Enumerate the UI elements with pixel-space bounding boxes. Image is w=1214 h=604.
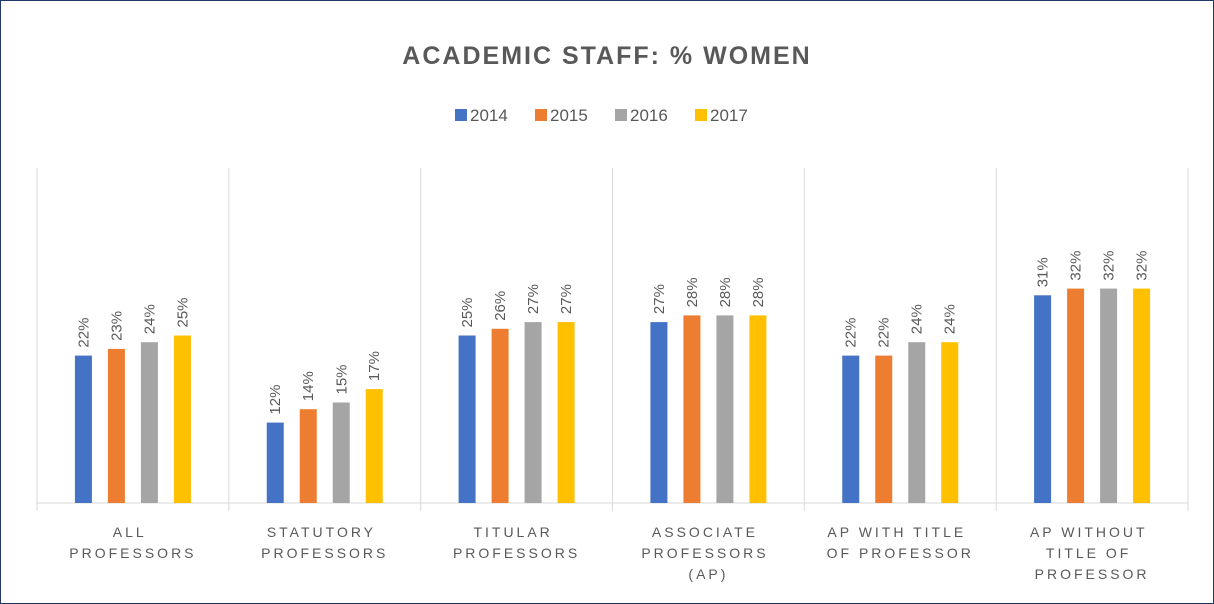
legend-swatch [695, 109, 707, 121]
legend-swatch [535, 109, 547, 121]
x-tick-label: ALL PROFESSORS [69, 524, 196, 561]
bar [458, 335, 476, 503]
bar [524, 322, 542, 503]
legend-label: 2017 [710, 106, 748, 125]
bar [908, 342, 926, 503]
bar [74, 355, 92, 503]
bar [842, 355, 860, 503]
value-label: 24% [942, 304, 959, 334]
legend-swatch [615, 109, 627, 121]
bar [716, 315, 734, 503]
value-label: 25% [174, 297, 191, 327]
x-tick-label: ASSOCIATE PROFESSORS (AP) [641, 524, 775, 582]
bar [557, 322, 575, 503]
bar [332, 402, 350, 503]
bar [1067, 288, 1085, 503]
value-label: 26% [492, 291, 509, 321]
value-label: 32% [1101, 251, 1118, 281]
value-label: 31% [1035, 257, 1052, 287]
bar [1133, 288, 1151, 503]
x-tick-label: TITULAR PROFESSORS [453, 524, 580, 561]
value-label: 32% [1068, 251, 1085, 281]
bar [107, 348, 125, 503]
value-label: 28% [717, 277, 734, 307]
legend-swatch [455, 109, 467, 121]
bar [650, 322, 668, 503]
value-label: 27% [558, 284, 575, 314]
bar [875, 355, 893, 503]
bar [1034, 295, 1052, 503]
value-label: 27% [651, 284, 668, 314]
bar [299, 409, 317, 503]
value-label: 22% [876, 318, 893, 348]
legend-label: 2015 [550, 106, 588, 125]
value-label: 28% [684, 277, 701, 307]
bar [683, 315, 701, 503]
value-label: 12% [267, 385, 284, 415]
bar [941, 342, 959, 503]
value-label: 24% [909, 304, 926, 334]
chart-title: ACADEMIC STAFF: % WOMEN [402, 42, 811, 70]
bar [749, 315, 767, 503]
legend-label: 2016 [630, 106, 668, 125]
value-label: 14% [300, 371, 317, 401]
value-label: 15% [333, 364, 350, 394]
value-label: 25% [459, 297, 476, 327]
bar [491, 328, 509, 503]
value-label: 17% [366, 351, 383, 381]
legend-label: 2014 [470, 106, 508, 125]
x-tick-label: AP WITH TITLE OF PROFESSOR [827, 524, 974, 561]
value-label: 23% [108, 311, 125, 341]
bar [1100, 288, 1118, 503]
value-label: 24% [141, 304, 158, 334]
value-label: 28% [750, 277, 767, 307]
value-label: 22% [843, 318, 860, 348]
value-label: 27% [525, 284, 542, 314]
bar [140, 342, 158, 503]
bar [173, 335, 191, 503]
x-tick-label: AP WITHOUT TITLE OF PROFESSOR [1030, 524, 1154, 582]
x-tick-label: STATUTORY PROFESSORS [261, 524, 388, 561]
bar [266, 422, 284, 503]
value-label: 32% [1134, 251, 1151, 281]
bar [365, 389, 383, 503]
value-label: 22% [75, 318, 92, 348]
